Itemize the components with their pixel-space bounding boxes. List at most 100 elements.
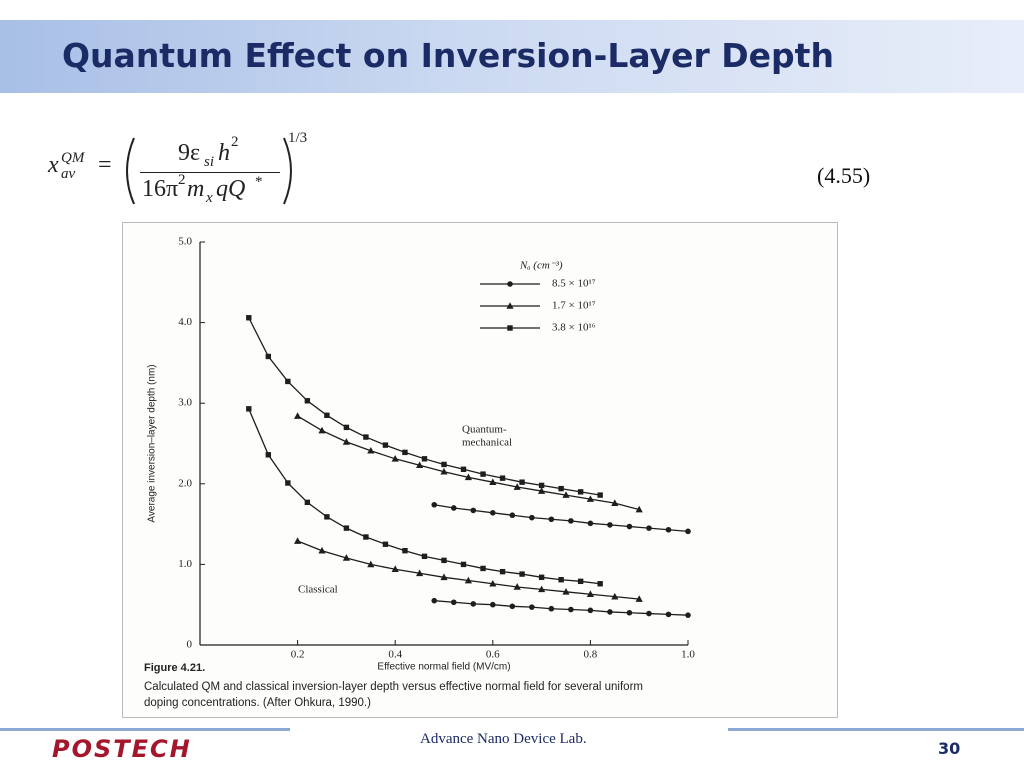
- marker: [382, 541, 389, 547]
- x-tick-label: 1.0: [681, 649, 695, 661]
- marker: [440, 467, 448, 475]
- marker: [538, 585, 546, 593]
- marker: [450, 505, 457, 511]
- legend-label: 8.5 × 10¹⁷: [552, 278, 596, 290]
- marker: [470, 507, 477, 514]
- marker: [441, 461, 447, 468]
- caption: doping concentrations. (After Ohkura, 19…: [144, 697, 371, 709]
- eq-sup: QM: [61, 150, 85, 166]
- paren-left: [126, 137, 135, 205]
- marker: [646, 610, 652, 617]
- marker: [464, 473, 472, 481]
- marker: [646, 525, 652, 531]
- marker: [597, 581, 603, 587]
- marker: [490, 601, 496, 608]
- marker: [391, 455, 399, 462]
- y-tick-label: 3.0: [178, 397, 192, 409]
- marker: [626, 523, 633, 530]
- y-tick-label: 1.0: [178, 558, 192, 570]
- eq-den-sup: 2: [178, 172, 186, 188]
- marker: [529, 604, 535, 610]
- y-tick-label: 5.0: [178, 236, 192, 248]
- marker: [562, 491, 570, 498]
- marker: [431, 501, 438, 508]
- marker: [568, 518, 574, 524]
- caption: Calculated QM and classical inversion-la…: [144, 681, 643, 693]
- header-band: [0, 20, 1024, 93]
- marker: [440, 573, 448, 581]
- annotation: Classical: [298, 584, 338, 596]
- marker: [464, 576, 472, 584]
- marker: [246, 315, 252, 321]
- eq-equals: =: [98, 152, 112, 178]
- marker: [285, 480, 291, 486]
- marker: [611, 592, 619, 600]
- marker: [538, 574, 545, 580]
- marker: [489, 579, 497, 587]
- marker: [577, 578, 584, 585]
- legend-title: Nₐ (cm⁻³): [519, 260, 563, 272]
- marker: [421, 456, 428, 462]
- marker: [586, 495, 594, 502]
- marker: [460, 466, 467, 472]
- x-tick-label: 0.8: [584, 649, 598, 661]
- marker: [402, 547, 408, 554]
- marker: [489, 478, 497, 485]
- marker: [324, 514, 330, 520]
- marker: [367, 446, 375, 454]
- marker: [431, 597, 438, 604]
- annotation: Quantum-: [462, 424, 507, 436]
- y-axis-label: Average inversion–layer depth (nm): [147, 364, 158, 522]
- marker: [382, 442, 389, 448]
- marker: [480, 471, 486, 477]
- marker: [450, 599, 457, 606]
- marker: [519, 571, 525, 577]
- marker: [607, 522, 613, 528]
- marker: [519, 479, 525, 485]
- marker: [506, 302, 514, 309]
- marker: [499, 475, 506, 481]
- slide-title: Quantum Effect on Inversion-Layer Depth: [62, 36, 834, 75]
- eq-den-sup: *: [255, 174, 263, 190]
- marker: [607, 609, 613, 615]
- paren-right: [283, 137, 292, 205]
- curve-classical: [434, 600, 689, 616]
- marker: [611, 499, 619, 506]
- marker: [460, 561, 467, 568]
- marker: [304, 398, 311, 404]
- page-number: 30: [938, 739, 961, 758]
- figure-label: Figure 4.21.: [144, 662, 205, 674]
- eq-num: h: [218, 140, 230, 166]
- marker: [363, 534, 369, 540]
- y-tick-label: 4.0: [178, 316, 192, 328]
- x-tick-label: 0.2: [291, 649, 305, 661]
- marker: [587, 607, 594, 614]
- marker: [577, 489, 584, 495]
- marker: [635, 505, 643, 513]
- marker: [318, 426, 326, 434]
- marker: [343, 525, 350, 531]
- marker: [499, 568, 506, 575]
- marker: [342, 438, 350, 445]
- marker: [342, 554, 350, 561]
- legend-label: 3.8 × 10¹⁶: [552, 322, 596, 334]
- y-tick-label: 0: [187, 639, 193, 651]
- lab-name: Advance Nano Device Lab.: [420, 731, 587, 747]
- eq-num-sup: 2: [231, 134, 239, 150]
- marker: [562, 588, 570, 595]
- marker: [246, 406, 252, 412]
- marker: [294, 537, 302, 544]
- marker: [685, 612, 691, 618]
- marker: [635, 595, 643, 602]
- marker: [318, 546, 326, 554]
- marker: [548, 516, 555, 523]
- marker: [490, 510, 496, 516]
- figure: 0 1.0 2.0 3.0 4.0 5.0 0.2 0.4 0.6 0.8 1.0 Effective…: [122, 222, 838, 718]
- marker: [538, 487, 546, 494]
- marker: [597, 492, 603, 498]
- eq-num-sub: si: [204, 154, 215, 170]
- marker: [509, 603, 516, 610]
- logo: POSTECH: [52, 735, 192, 763]
- legend-label: 1.7 × 10¹⁷: [552, 300, 596, 312]
